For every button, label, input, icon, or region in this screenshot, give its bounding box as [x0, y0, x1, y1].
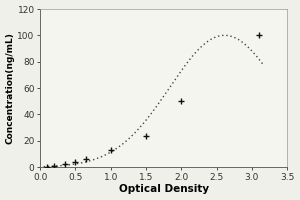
X-axis label: Optical Density: Optical Density [118, 184, 209, 194]
Y-axis label: Concentration(ng/mL): Concentration(ng/mL) [6, 32, 15, 144]
